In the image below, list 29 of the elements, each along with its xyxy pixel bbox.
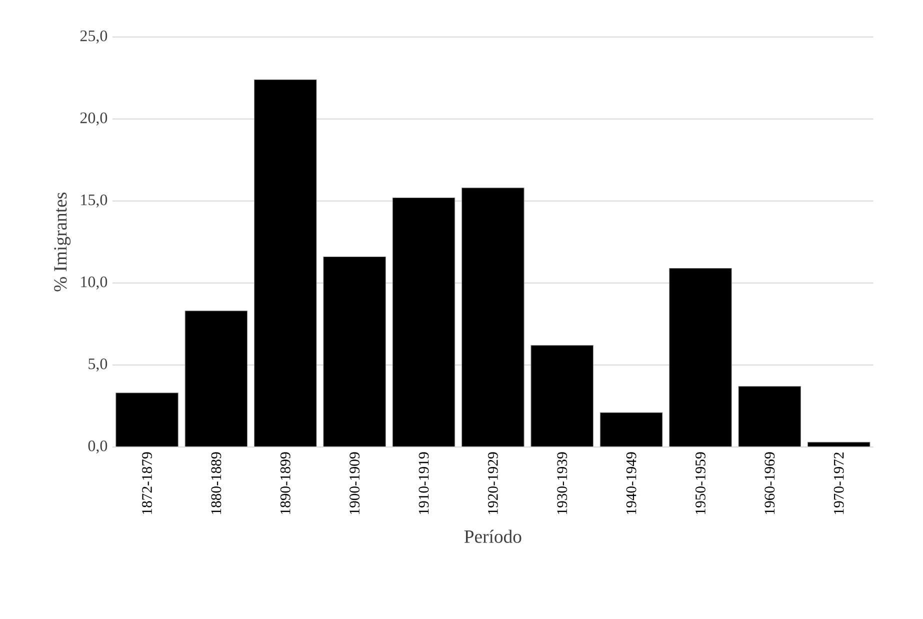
x-tick-label: 1920-1929 bbox=[488, 452, 498, 514]
x-axis-title: Período bbox=[464, 530, 522, 543]
x-tick-label: 1890-1899 bbox=[280, 452, 290, 514]
x-tick-label: 1900-1909 bbox=[350, 452, 360, 514]
y-tick-label: 0,0 bbox=[88, 440, 108, 454]
bar bbox=[738, 386, 802, 448]
x-tick-label: 1970-1972 bbox=[834, 452, 844, 514]
bar bbox=[392, 197, 456, 448]
bar bbox=[116, 392, 178, 448]
bar bbox=[600, 412, 663, 448]
x-tick-label: 1872-1879 bbox=[142, 452, 152, 514]
y-tick-label: 25,0 bbox=[80, 30, 108, 44]
x-tick-label: 1940-1949 bbox=[626, 452, 636, 514]
bar bbox=[184, 310, 248, 448]
y-tick-label: 20,0 bbox=[80, 112, 108, 126]
x-tick-label: 1930-1939 bbox=[557, 452, 568, 514]
y-tick-label: 5,0 bbox=[88, 358, 108, 372]
y-tick-label: 10,0 bbox=[81, 276, 108, 290]
bar bbox=[462, 188, 524, 448]
y-axis-title: % Imigrantes bbox=[54, 192, 71, 292]
bar bbox=[254, 79, 317, 448]
y-tick-label: 15,0 bbox=[81, 194, 108, 208]
x-tick-label: 1910-1919 bbox=[418, 452, 429, 514]
bar bbox=[323, 256, 386, 448]
bar bbox=[530, 345, 594, 448]
bar bbox=[669, 268, 732, 448]
x-tick-label: 1960-1969 bbox=[764, 452, 775, 514]
x-tick-label: 1880-1889 bbox=[211, 452, 222, 514]
x-tick-label: 1950-1959 bbox=[696, 452, 706, 514]
